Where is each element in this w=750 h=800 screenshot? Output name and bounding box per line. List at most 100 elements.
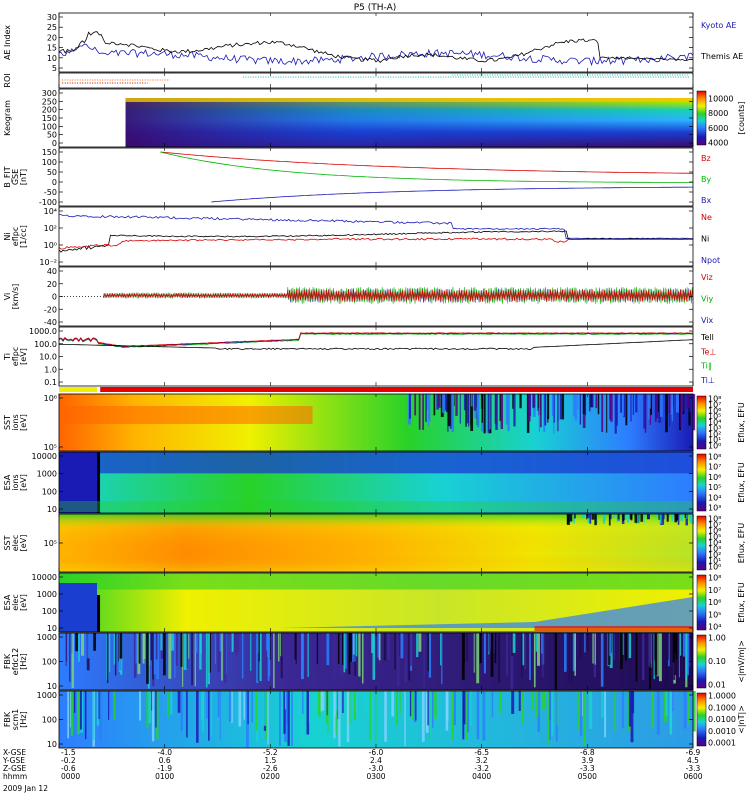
keogram-ytick-label: 200: [42, 106, 57, 115]
fbk_e-stripe: [554, 633, 558, 690]
sst_i-stripe: [470, 394, 474, 432]
fbk_e-stripe: [473, 633, 475, 673]
fbk_e-stripe: [259, 633, 262, 681]
fbk_e-ytick-label: 10: [47, 682, 57, 691]
fbk_b-stripe: [353, 691, 357, 720]
sst_i-stripe: [444, 394, 447, 411]
fbk_b-stripe: [284, 691, 288, 725]
bfit-ylabel: B_FIT: [3, 166, 12, 187]
sst_i-ylabel: SST: [3, 415, 12, 430]
density-frame: [58, 206, 694, 267]
fbk_b-stripe: [466, 691, 470, 733]
fbk_b-ylabel: scm1: [11, 709, 20, 730]
temperature-ytick-label: 100.0: [34, 340, 57, 349]
fbk_e-stripe: [333, 633, 336, 680]
fbk_b-stripe: [255, 691, 258, 731]
fbk_e-stripe: [355, 633, 358, 657]
sst_i-cbar-tick: 10⁸: [708, 395, 721, 404]
sst_i-stripe: [470, 394, 473, 407]
bfit-ytick-label: 0: [52, 178, 57, 187]
fbk_b-stripe: [170, 691, 173, 715]
sst_i-cbar-tick: 10⁷: [708, 400, 721, 409]
fbk_e-stripe: [466, 633, 468, 662]
sst_i-stripe: [686, 394, 690, 408]
mode-bar-red: [100, 387, 693, 392]
fbk_e-stripe: [563, 633, 567, 672]
fbk_e-stripe: [237, 633, 240, 653]
fbk_b-stripe: [499, 691, 502, 714]
fbk_e-stripe: [587, 633, 589, 651]
fbk_e-cbar-tick: 0.01: [708, 681, 726, 690]
ephem-value-y: 0.6: [159, 756, 171, 765]
sst_i-stripe: [513, 394, 516, 427]
fbk_e-stripe: [512, 633, 516, 653]
fbk_b-ytick-label: 100: [42, 716, 57, 725]
fbk_e-stripe: [113, 633, 116, 665]
fbk_e-stripe: [156, 633, 160, 680]
ephem-row-label: hhmm: [3, 772, 27, 781]
esa_e-ytick-label: 10000: [32, 573, 57, 582]
ephem-value-x: -4.0: [157, 748, 172, 757]
fbk_e-stripe: [440, 633, 442, 666]
fbk_e-stripe: [524, 633, 526, 670]
fbk_b-stripe: [113, 691, 116, 720]
fbk_b-stripe: [92, 691, 95, 740]
fbk_e-stripe: [635, 633, 638, 682]
bfit-ytick-label: -50: [44, 188, 57, 197]
fbk_e-stripe: [344, 633, 347, 669]
fbk_b-stripe: [73, 691, 76, 713]
keogram-ytick-label: 250: [42, 97, 57, 106]
fbk_e-stripe: [609, 633, 612, 657]
sst_i-stripe: [689, 394, 692, 413]
sst_i-stripe: [486, 394, 489, 434]
temperature-legend-2: Ti∥: [700, 362, 712, 371]
fbk_e-stripe: [343, 633, 346, 673]
sst_e-stripe: [677, 514, 680, 525]
fbk_e-ylabel: FBK: [3, 653, 12, 669]
fbk_b-stripe: [326, 691, 329, 716]
sst_e-cbar-tick: 10³: [708, 545, 721, 554]
fbk_e-stripe: [533, 633, 536, 688]
sst_i-stripe: [649, 394, 651, 409]
fbk_b-stripe: [518, 691, 521, 711]
sst_i-cbar-tick: 10⁴: [708, 418, 721, 427]
fbk_e-stripe: [642, 633, 645, 681]
temperature-ylabel: eflpc: [11, 347, 20, 366]
esa_e-ylabel: [eV]: [19, 594, 28, 611]
sst_e-stripe: [691, 514, 694, 525]
sst_i-stripe: [692, 394, 696, 431]
esa-elec-red-edge: [534, 626, 693, 631]
sst_i-stripe: [528, 394, 531, 422]
fbk_b-ytick-label: 1000: [37, 691, 57, 700]
esa_i-cbar-tick: 10⁵: [708, 483, 721, 492]
velocity-ytick-label: 20: [47, 280, 57, 289]
fbk_b-stripe: [333, 691, 336, 716]
density-ylabel: Ni: [3, 232, 12, 240]
keogram-image-shade: [125, 98, 693, 147]
fbk_b-stripe: [108, 691, 110, 720]
sst_e-cbar-tick: 10⁴: [708, 539, 721, 548]
ephem-value-t: 0600: [683, 772, 702, 781]
sst_e-stripe: [617, 514, 619, 520]
sst_i-stripe: [601, 394, 604, 432]
sst_i-stripe: [648, 394, 650, 420]
ephem-row-label: Z-GSE: [3, 764, 27, 773]
sst_e-stripe: [587, 514, 591, 523]
fbk_e-stripe: [233, 633, 236, 652]
sst_e-stripe: [604, 514, 606, 521]
sst_i-stripe: [489, 394, 491, 430]
fbk_e-stripe: [423, 633, 425, 688]
fbk_b-stripe: [369, 691, 371, 741]
fbk_b-stripe: [628, 691, 632, 727]
sst_i-stripe: [477, 394, 479, 415]
fbk_b-stripe: [267, 691, 269, 745]
fbk_b-cbar-tick: 0.1000: [708, 703, 736, 712]
fbk_b-stripe: [511, 691, 515, 714]
fbk_e-stripe: [146, 633, 149, 684]
sst_i-stripe: [487, 394, 490, 433]
bfit-ylabel: [nT]: [19, 169, 28, 185]
ephem-value-y: 2.4: [370, 756, 382, 765]
fbk_e-stripe: [383, 633, 387, 661]
fbk_b-stripe: [230, 691, 233, 723]
velocity-series-viy: [103, 286, 694, 305]
